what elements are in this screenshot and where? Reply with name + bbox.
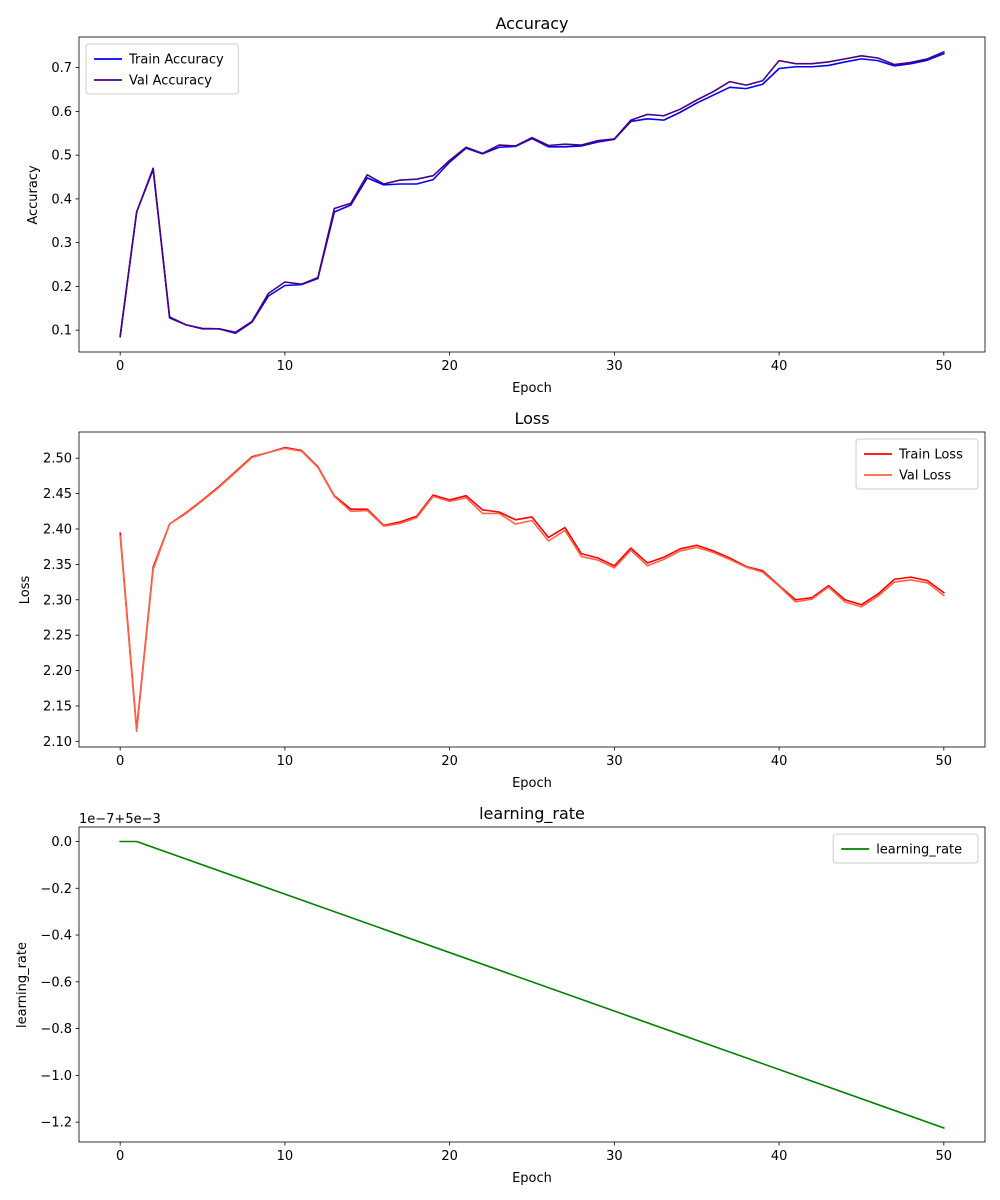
accuracy-ytick-label: 0.7 — [51, 61, 72, 76]
accuracy-ytick-label: 0.2 — [51, 280, 72, 295]
learning-rate-axes-frame — [78, 826, 986, 1143]
accuracy-title: Accuracy — [495, 14, 568, 33]
learning-rate-ytick-label: −1.2 — [40, 1116, 72, 1131]
loss-legend-label-val-loss: Val Loss — [899, 469, 951, 484]
loss-chart: Loss Epoch Loss 0 10 20 30 40 50 2.10 2.15 2.20 2… — [18, 409, 986, 791]
learning-rate-ytick-label: −0.8 — [40, 1022, 72, 1037]
learning-rate-ytick-label: 0.0 — [51, 835, 72, 850]
accuracy-ytick-label: 0.1 — [51, 324, 72, 339]
loss-ylabel: Loss — [18, 576, 33, 605]
loss-ytick-label: 2.15 — [43, 699, 72, 714]
accuracy-xtick-label: 30 — [606, 359, 623, 374]
accuracy-ytick-label: 0.4 — [51, 192, 72, 207]
learning-rate-xlabel: Epoch — [512, 1171, 552, 1186]
accuracy-xtick-label: 40 — [771, 359, 788, 374]
accuracy-ytick-label: 0.5 — [51, 149, 72, 164]
loss-xtick-label: 40 — [771, 754, 788, 769]
learning-rate-ytick-label: −0.6 — [40, 975, 72, 990]
loss-xtick-label: 50 — [936, 754, 953, 769]
learning-rate-title: learning_rate — [479, 804, 585, 824]
learning-rate-xtick-label: 50 — [936, 1149, 953, 1164]
learning-rate-offset-text: 1e−7+5e−3 — [79, 812, 161, 827]
accuracy-ylabel: Accuracy — [26, 165, 41, 225]
learning-rate-ytick-label: −1.0 — [40, 1069, 72, 1084]
loss-ytick-label: 2.50 — [43, 452, 72, 467]
learning-rate-xtick-label: 0 — [116, 1149, 124, 1164]
loss-ytick-label: 2.10 — [43, 735, 72, 750]
loss-legend — [855, 438, 979, 490]
loss-legend-label-train-loss: Train Loss — [898, 448, 963, 463]
learning-rate-ylabel: learning_rate — [15, 942, 30, 1028]
loss-ytick-label: 2.45 — [43, 487, 72, 502]
loss-title: Loss — [514, 409, 549, 428]
loss-xtick-label: 10 — [277, 754, 294, 769]
loss-xtick-label: 0 — [116, 754, 124, 769]
accuracy-series-val-accuracy — [119, 50, 945, 337]
learning-rate-chart: learning_rate 1e−7+5e−3 Epoch learning_r… — [15, 804, 986, 1186]
loss-ytick-label: 2.30 — [43, 593, 72, 608]
accuracy-legend-label-val-accuracy: Val Accuracy — [129, 74, 212, 89]
learning-rate-series-learning-rate — [119, 840, 945, 1129]
learning-rate-legend-label-learning-rate: learning_rate — [876, 843, 962, 858]
loss-ytick-label: 2.20 — [43, 664, 72, 679]
accuracy-xtick-label: 20 — [441, 359, 458, 374]
learning-rate-ytick-label: −0.4 — [40, 929, 72, 944]
loss-series-val-loss — [119, 447, 945, 733]
accuracy-ytick-label: 0.6 — [51, 105, 72, 120]
loss-xtick-label: 30 — [606, 754, 623, 769]
learning-rate-xtick-label: 30 — [606, 1149, 623, 1164]
loss-ytick-label: 2.35 — [43, 558, 72, 573]
accuracy-axes-frame — [78, 36, 986, 353]
learning-rate-xtick-label: 10 — [277, 1149, 294, 1164]
loss-axes-frame — [78, 431, 986, 748]
learning-rate-xtick-label: 40 — [771, 1149, 788, 1164]
accuracy-legend — [85, 43, 239, 95]
accuracy-legend-label-train-accuracy: Train Accuracy — [128, 53, 224, 68]
accuracy-chart: Accuracy Epoch Accuracy 0 10 20 30 40 50 0.1 0.… — [26, 14, 986, 396]
accuracy-xtick-label: 0 — [116, 359, 124, 374]
loss-xlabel: Epoch — [512, 776, 552, 791]
learning-rate-xtick-label: 20 — [441, 1149, 458, 1164]
learning-rate-ytick-label: −0.2 — [40, 882, 72, 897]
accuracy-xtick-label: 10 — [277, 359, 294, 374]
learning-rate-legend — [832, 833, 979, 864]
accuracy-ytick-label: 0.3 — [51, 236, 72, 251]
accuracy-xtick-label: 50 — [936, 359, 953, 374]
loss-xtick-label: 20 — [441, 754, 458, 769]
accuracy-xlabel: Epoch — [512, 381, 552, 396]
loss-ytick-label: 2.25 — [43, 629, 72, 644]
loss-ytick-label: 2.40 — [43, 522, 72, 537]
